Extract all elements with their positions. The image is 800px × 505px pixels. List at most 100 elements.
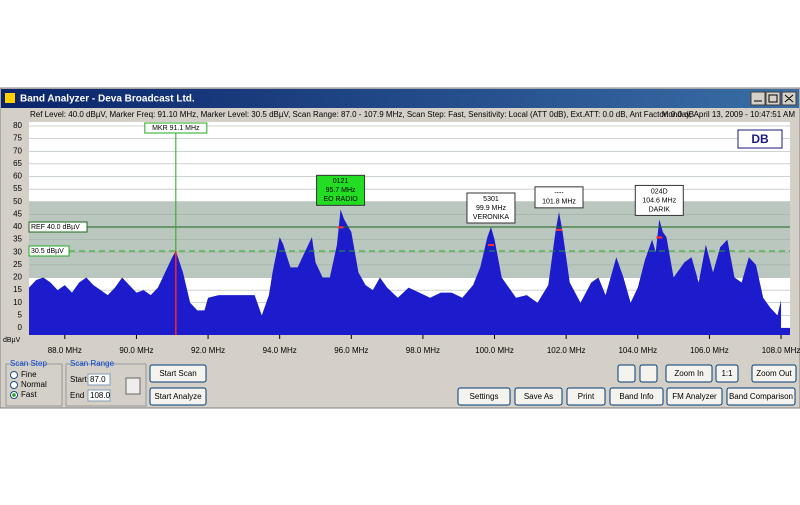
marker-level-box [28,245,70,257]
station-text: 024D [651,188,668,195]
end-label: End [70,391,84,400]
end-input[interactable] [87,389,111,402]
plot-bottom [29,328,790,335]
station-text: 95.7 MHz [326,187,356,194]
button[interactable] [609,387,664,406]
button[interactable] [665,364,713,383]
status-date: Monday, April 13, 2009 - 10:47:51 AM [662,110,796,119]
y-tick-label: 65 [13,159,22,168]
station-box [466,192,516,224]
radio-label: Fine [21,370,37,379]
scan-range-title: Scan Range [70,359,115,368]
marker-level-label: 30.5 dBµV [31,248,64,255]
button-label: Print [578,392,595,401]
minimize-button[interactable] [750,91,766,106]
button-label: Band Comparison [729,392,793,401]
y-axis-label: dBµV [3,337,21,344]
station-text: 99.9 MHz [476,205,506,212]
start-input[interactable] [87,373,111,386]
station-text: DARIK [649,206,671,213]
y-tick-label: 80 [13,121,22,130]
button-label: Settings [470,392,499,401]
maximize-button[interactable] [765,91,781,106]
button[interactable] [149,387,207,406]
x-tick-label: 102.0 MHz [547,346,586,355]
radio-label: Fast [21,390,37,399]
y-tick-label: 10 [13,298,22,307]
x-tick-label: 88.0 MHz [48,346,82,355]
button[interactable] [457,387,511,406]
button[interactable] [751,364,797,383]
spectrum-area [29,209,782,328]
title-bar [1,89,799,108]
button-label: Zoom In [674,369,703,378]
button-label: 1:1 [721,369,733,378]
x-tick-label: 104.0 MHz [618,346,657,355]
button-label: Start Scan [159,369,196,378]
button[interactable] [514,387,563,406]
station-text: EO RADIO [323,196,358,203]
status-info: Ref Level: 40.0 dBµV, Marker Freq: 91.10… [30,110,694,119]
station-text: 101.8 MHz [542,199,576,206]
marker-label-box [144,122,208,134]
window-button-glyphs [754,94,794,103]
range-icon[interactable] [125,377,141,395]
logo-box [737,129,783,149]
y-tick-label: 15 [13,285,22,294]
y-tick-label: 70 [13,146,22,155]
y-tick-label: 5 [18,310,23,319]
x-tick-label: 106.0 MHz [690,346,729,355]
y-tick-label: 30 [13,247,22,256]
station-box [316,174,366,206]
y-tick-label: 35 [13,235,22,244]
x-tick-label: 108.0 MHz [762,346,800,355]
y-tick-label: 50 [13,197,22,206]
button[interactable] [715,364,739,383]
y-tick-label: 40 [13,222,22,231]
logo: DB [751,132,769,146]
y-tick-label: 20 [13,273,22,282]
button[interactable] [149,364,207,383]
radio-dot [12,393,16,397]
y-tick-label: 60 [13,172,22,181]
button-label: Zoom Out [756,369,792,378]
icon-button[interactable] [639,364,658,383]
radio-button[interactable] [10,371,18,379]
station-text: 5301 [483,196,499,203]
station-text: VERONIKA [473,214,510,221]
y-tick-label: 75 [13,134,22,143]
end-value: 108.0 [90,391,111,400]
station-text: 104.6 MHz [642,197,676,204]
x-tick-label: 100.0 MHz [475,346,514,355]
station-box [534,186,584,209]
start-label: Start [70,375,88,384]
start-value: 87.0 [90,375,106,384]
y-tick-label: 45 [13,209,22,218]
button[interactable] [666,387,723,406]
marker-label: MKR 91.1 MHz [152,125,200,132]
scan-range-group [65,363,147,407]
scan-step-title: Scan Step [10,359,47,368]
x-tick-label: 96.0 MHz [334,346,368,355]
y-tick-label: 25 [13,260,22,269]
x-tick-label: 98.0 MHz [406,346,440,355]
button-label: Band Info [619,392,654,401]
station-text: 0121 [333,178,349,185]
radio-button[interactable] [10,381,18,389]
button-label: Start Analyze [154,392,202,401]
button[interactable] [726,387,796,406]
x-tick-label: 92.0 MHz [191,346,225,355]
window-title: Band Analyzer - Deva Broadcast Ltd. [20,94,195,105]
radio-label: Normal [21,380,47,389]
button[interactable] [566,387,606,406]
window-buttons [750,91,797,106]
y-tick-label: 55 [13,184,22,193]
station-text: ---- [554,190,564,197]
icon-button[interactable] [617,364,636,383]
ref-label-box [28,221,88,233]
x-tick-label: 90.0 MHz [119,346,153,355]
ref-label: REF 40.0 dBµV [31,224,80,231]
x-tick-label: 94.0 MHz [263,346,297,355]
